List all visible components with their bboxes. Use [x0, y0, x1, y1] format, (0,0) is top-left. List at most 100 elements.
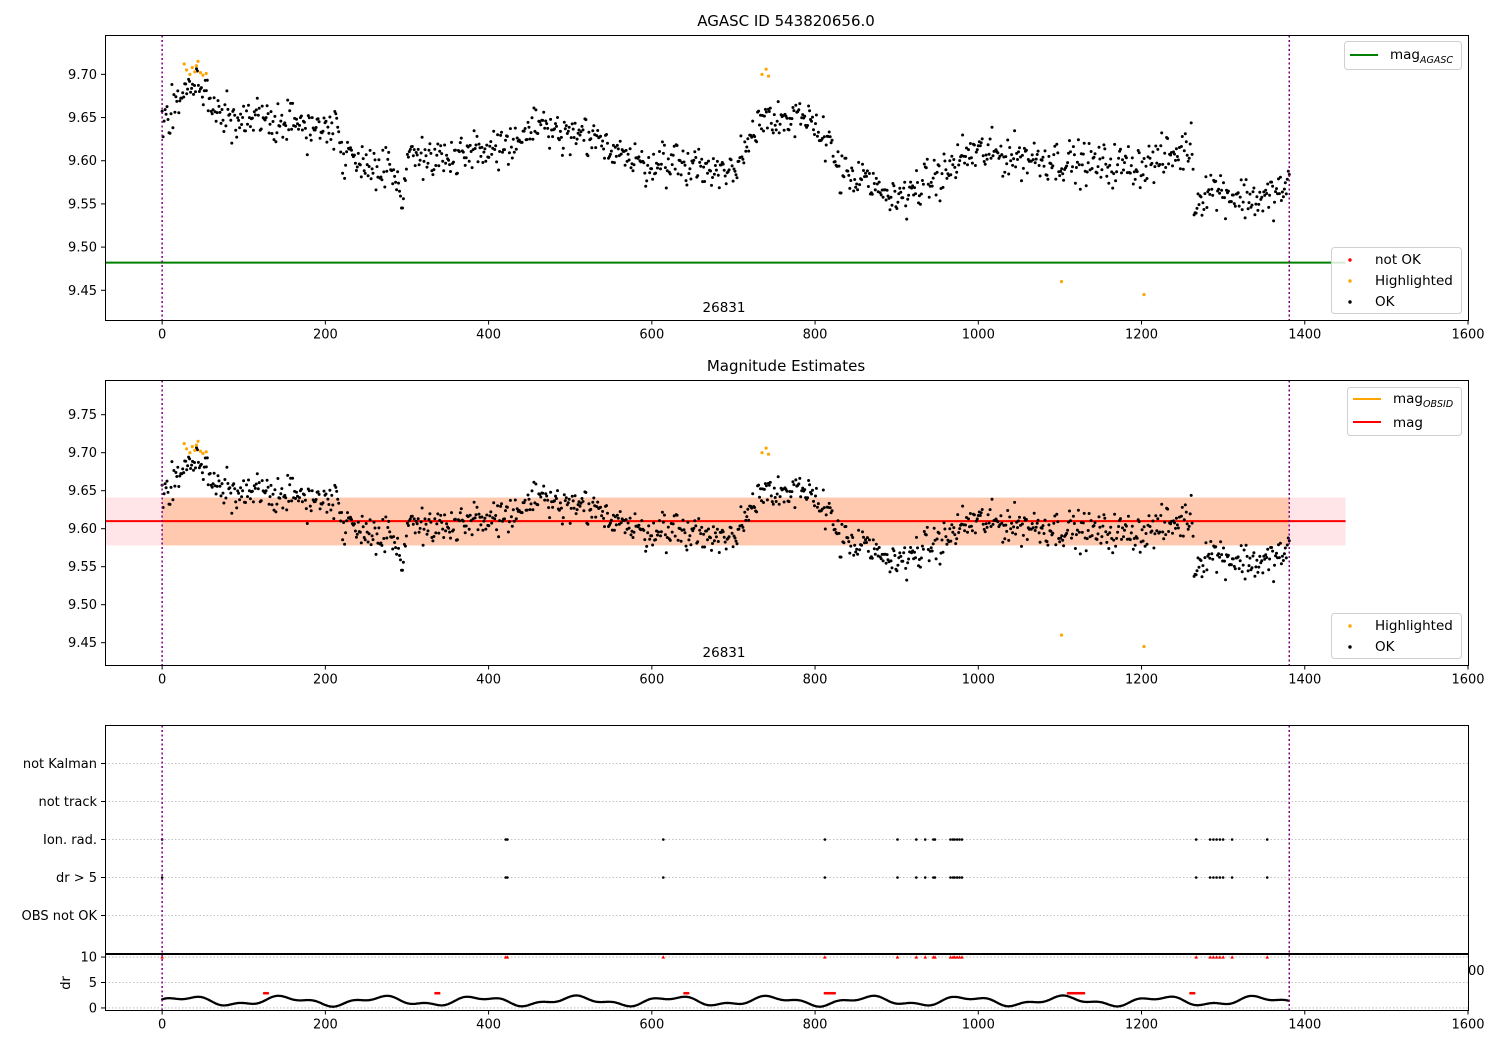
panel-2-ok-point [831, 523, 835, 527]
panel-2-ok-point [260, 479, 264, 483]
panel-1-ok-point [322, 116, 326, 120]
panel-1-ok-point [650, 167, 654, 171]
panel-1-ok-point [1257, 202, 1261, 206]
panel-2-ok-point [702, 532, 706, 536]
panel-1-ok-point [568, 153, 572, 157]
panel-2-ok-point [606, 511, 609, 515]
panel-2-ok-point [534, 482, 538, 486]
panel-1-ok-point [223, 103, 227, 107]
panel-1-ok-point [811, 115, 814, 119]
panel-2-ok-point [190, 463, 194, 467]
panel-1-ok-point [352, 153, 356, 157]
panel-1-ok-point [888, 208, 892, 212]
panel-2-ok-point [1186, 527, 1190, 531]
panel-1-ok-point [466, 145, 470, 149]
panel-1-ok-point [1097, 145, 1101, 149]
panel-1-ok-point [499, 133, 503, 137]
panel-1-ok-point [334, 112, 338, 116]
panel-2-ok-point [739, 505, 743, 509]
panel-2-ok-point [895, 569, 899, 573]
panel-2-ok-point [1031, 526, 1035, 530]
panel-2-ok-point [1059, 536, 1063, 540]
panel-2-ok-point [1242, 548, 1246, 552]
panel-2-ok-point [935, 537, 939, 541]
panel-2-ok-point [303, 498, 307, 502]
panel-1-ok-point [448, 163, 452, 167]
panel-2-ok-point [816, 502, 820, 506]
panel-1-ok-point [396, 170, 400, 174]
panel-2-ok-point [340, 511, 344, 514]
panel-2-ok-point [888, 570, 892, 574]
panel-2-ok-point [515, 507, 519, 511]
panel-2-ok-point [956, 513, 960, 517]
panel-1-ok-point [377, 158, 381, 162]
panel-1-ok-point [955, 170, 959, 174]
panel-1-ok-point [285, 137, 289, 141]
panel-2-ok-point [326, 497, 330, 501]
panel-2-ok-point [382, 537, 386, 540]
panel-1-ok-point [909, 180, 913, 184]
panel-2-ok-point [1237, 567, 1241, 571]
panel-1-highlighted-point-4 [193, 70, 197, 74]
panel-2-ok-point [346, 511, 349, 515]
panel-2-ok-point [595, 505, 599, 509]
panel-2-ok-point [885, 553, 889, 557]
panel-2-ok-point [1082, 511, 1086, 515]
panel-1-ok-point [504, 138, 507, 142]
panel-2-ok-point [952, 526, 956, 530]
panel-2-ok-point [822, 506, 826, 510]
panel-1-ok-point [599, 134, 603, 138]
panel-1-ok-point [871, 171, 875, 175]
panel-1-ok-point [250, 116, 254, 120]
panel-4-high-point-16 [1194, 955, 1199, 959]
panel-1-ok-point [656, 166, 659, 170]
panel-2-ok-point [1246, 569, 1250, 573]
panel-2-ok-point [270, 503, 274, 507]
panel-1-ok-point [793, 135, 797, 139]
panel-1-ok-point [561, 146, 565, 150]
panel-1-ok-point [364, 153, 368, 157]
panel-1-ok-point [978, 144, 982, 148]
panel-2-ok-point [1117, 525, 1121, 528]
panel-1-ok-point [662, 143, 666, 147]
panel-2-ok-point [483, 516, 487, 520]
panel-2-ok-point [244, 501, 247, 504]
panel-2-ok-point [1174, 526, 1177, 530]
panel-1-ok-point [253, 113, 257, 117]
panel-1-xtick-label-1: 200 [313, 328, 338, 343]
panel-1-ok-point [853, 178, 857, 181]
panel-1-ok-point [648, 171, 652, 175]
panel-1-ok-point [1126, 145, 1130, 149]
panel-2-ok-point [1218, 555, 1222, 559]
panel-4-high-point-21 [1221, 955, 1225, 959]
panel-2-ok-point [1062, 544, 1066, 548]
panel-1-ok-point [384, 146, 388, 149]
panel-1-ok-point [750, 135, 754, 139]
panel-2-ok-point [1201, 564, 1205, 568]
panel-1-highlighted-point-3 [190, 65, 194, 70]
panel-1-ok-point [1179, 145, 1183, 148]
panel-2-ok-point [464, 524, 468, 528]
panel-2-ok-point [374, 552, 378, 556]
panel-2-ok-point [543, 498, 547, 502]
panel-1-ok-point [1077, 163, 1081, 167]
panel-1-ok-point [1211, 193, 1215, 197]
panel-2-ok-point [257, 481, 261, 485]
panel-2-ok-point [284, 496, 288, 500]
panel-1-ok-point [1041, 155, 1045, 159]
panel-2-ok-point [1089, 519, 1093, 523]
panel-1-ok-point [744, 149, 748, 153]
panel-1-ok-point [1101, 156, 1105, 160]
panel-3-flag-point [662, 838, 665, 841]
panel-2-ok-point [1008, 515, 1012, 519]
panel-2-ok-point [1055, 512, 1059, 516]
panel-2-ok-point [1267, 568, 1271, 572]
panel-1-ok-point [790, 117, 794, 121]
panel-2-ok-point [1017, 519, 1020, 523]
panel-1-ok-point [547, 135, 551, 139]
panel-1-ok-point [1025, 171, 1029, 175]
panel-1-ok-point [294, 124, 297, 128]
panel-1-ok-point [747, 149, 751, 153]
panel-1-ok-point [683, 163, 687, 167]
panel-2-ok-point [421, 543, 425, 547]
